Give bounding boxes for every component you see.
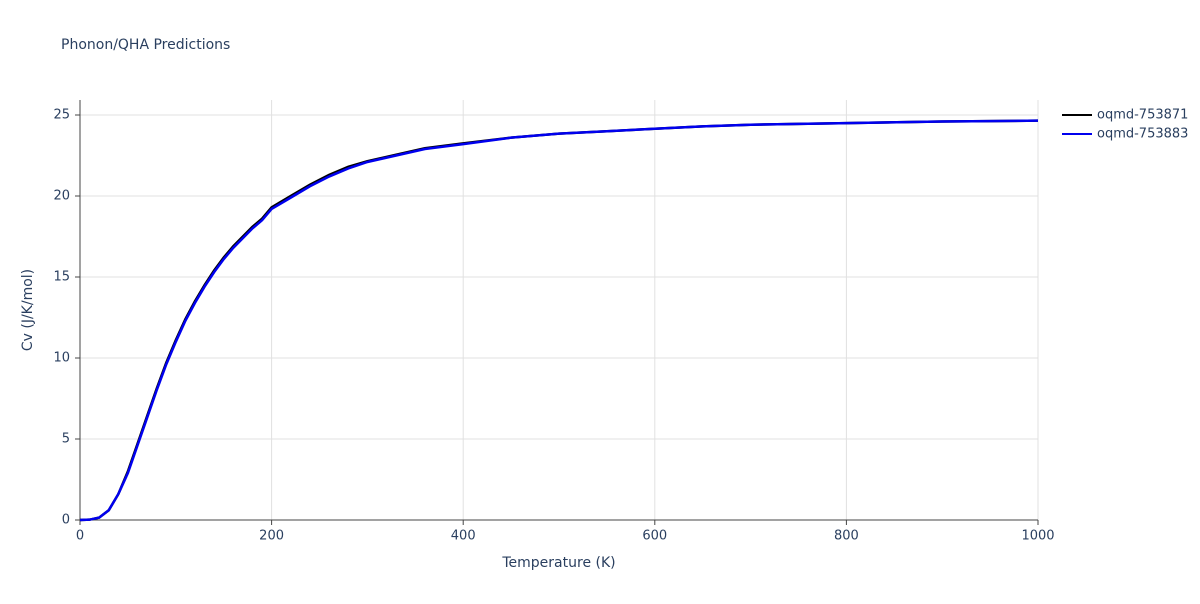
y-tick-label: 10 bbox=[53, 351, 70, 366]
x-tick-label: 400 bbox=[451, 529, 476, 544]
y-tick-label: 20 bbox=[53, 189, 70, 204]
x-tick-label: 1000 bbox=[1021, 529, 1054, 544]
y-tick-label: 0 bbox=[62, 513, 70, 528]
series-line bbox=[79, 119, 1039, 522]
x-tick-label: 0 bbox=[76, 529, 84, 544]
y-tick-label: 25 bbox=[53, 108, 70, 123]
x-axis-label: Temperature (K) bbox=[501, 555, 615, 571]
legend-label: oqmd-753883 bbox=[1097, 127, 1188, 142]
x-tick-label: 200 bbox=[259, 529, 284, 544]
legend-label: oqmd-753871 bbox=[1097, 108, 1188, 123]
y-tick-label: 5 bbox=[62, 432, 70, 447]
x-tick-label: 800 bbox=[834, 529, 859, 544]
y-axis-label: Cv (J/K/mol) bbox=[20, 269, 36, 351]
y-tick-label: 15 bbox=[53, 270, 70, 285]
series-line bbox=[79, 119, 1039, 522]
x-tick-label: 600 bbox=[642, 529, 667, 544]
chart-title: Phonon/QHA Predictions bbox=[61, 37, 230, 53]
